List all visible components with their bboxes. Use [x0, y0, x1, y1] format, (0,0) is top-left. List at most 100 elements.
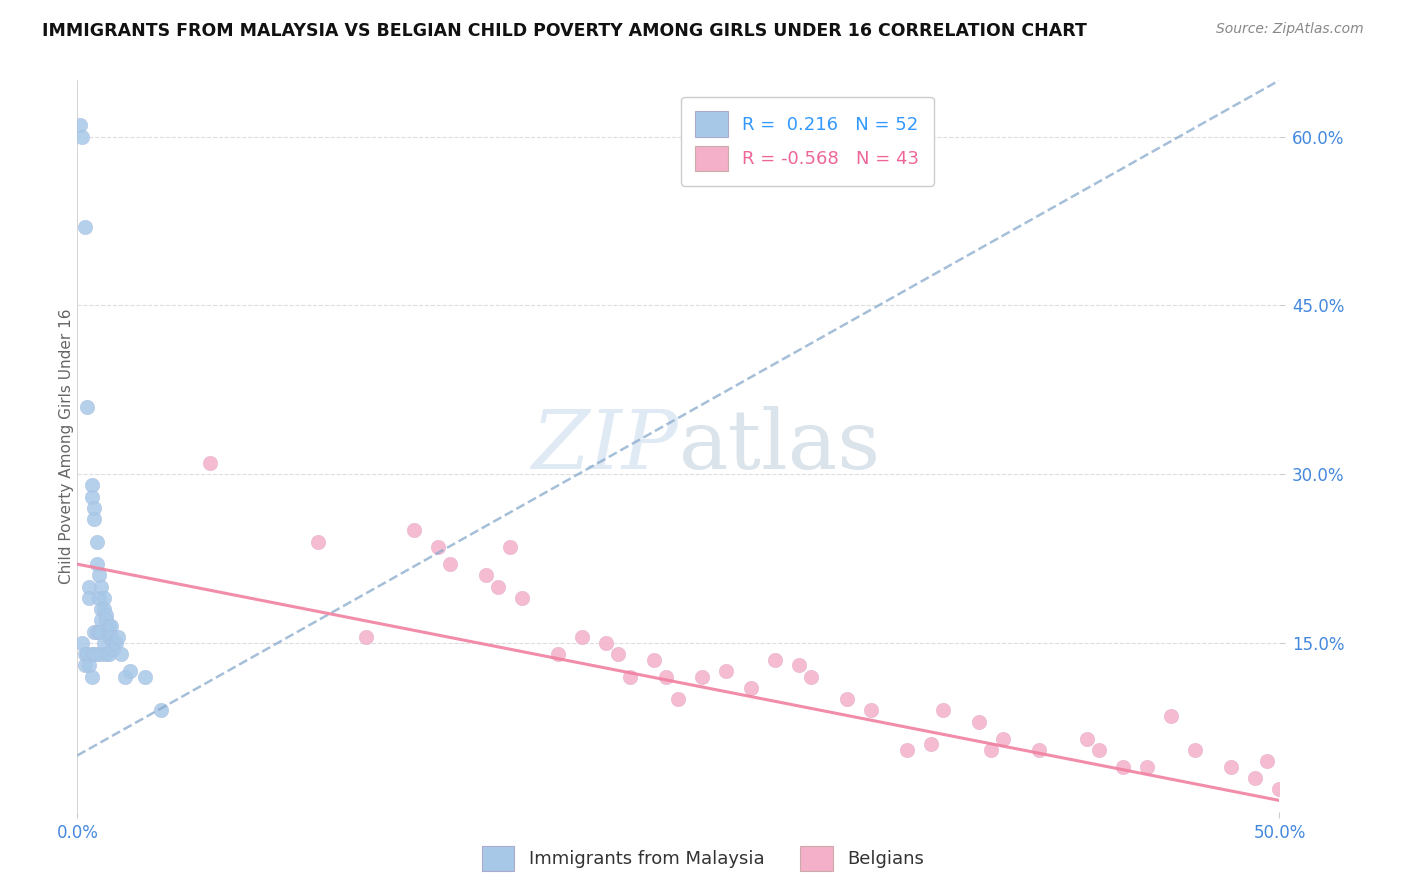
Point	[97, 619, 120, 633]
Point	[93, 602, 115, 616]
Point	[619, 670, 641, 684]
Point	[991, 731, 1014, 746]
Point	[69, 118, 91, 132]
Point	[90, 614, 112, 628]
Point	[120, 664, 142, 678]
Point	[859, 703, 882, 717]
Point	[79, 591, 101, 605]
Point	[90, 624, 112, 639]
Point	[97, 630, 120, 644]
Text: IMMIGRANTS FROM MALAYSIA VS BELGIAN CHILD POVERTY AMONG GIRLS UNDER 16 CORRELATI: IMMIGRANTS FROM MALAYSIA VS BELGIAN CHIL…	[42, 22, 1087, 40]
Point	[97, 647, 120, 661]
Point	[643, 653, 665, 667]
Point	[740, 681, 762, 695]
Point	[920, 737, 942, 751]
Legend: R =  0.216   N = 52, R = -0.568   N = 43: R = 0.216 N = 52, R = -0.568 N = 43	[681, 96, 934, 186]
Point	[96, 607, 118, 622]
Point	[896, 743, 918, 757]
Point	[103, 641, 125, 656]
Point	[1160, 709, 1182, 723]
Point	[90, 602, 112, 616]
Point	[79, 580, 101, 594]
Point	[80, 647, 103, 661]
Point	[150, 703, 173, 717]
Point	[1136, 760, 1159, 774]
Point	[100, 630, 122, 644]
Point	[787, 658, 810, 673]
Point	[134, 670, 156, 684]
Point	[402, 524, 425, 538]
Point	[980, 743, 1002, 757]
Point	[86, 534, 108, 549]
Point	[668, 692, 690, 706]
Point	[1184, 743, 1206, 757]
Point	[932, 703, 955, 717]
Point	[86, 624, 108, 639]
Text: Source: ZipAtlas.com: Source: ZipAtlas.com	[1216, 22, 1364, 37]
Y-axis label: Child Poverty Among Girls Under 16: Child Poverty Among Girls Under 16	[59, 309, 73, 583]
Point	[475, 568, 498, 582]
Point	[763, 653, 786, 667]
Point	[80, 670, 103, 684]
Point	[1028, 743, 1050, 757]
Point	[800, 670, 823, 684]
Point	[73, 219, 96, 234]
Point	[87, 624, 110, 639]
Point	[70, 129, 93, 144]
Point	[96, 614, 118, 628]
Point	[100, 619, 122, 633]
Point	[87, 568, 110, 582]
Point	[1244, 771, 1267, 785]
Point	[1076, 731, 1098, 746]
Point	[83, 624, 105, 639]
Point	[607, 647, 630, 661]
Point	[87, 591, 110, 605]
Point	[80, 490, 103, 504]
Point	[79, 658, 101, 673]
Point	[73, 658, 96, 673]
Point	[571, 630, 593, 644]
Point	[510, 591, 533, 605]
Point	[692, 670, 714, 684]
Point	[83, 512, 105, 526]
Point	[76, 400, 98, 414]
Point	[1268, 782, 1291, 797]
Point	[107, 630, 129, 644]
Point	[354, 630, 377, 644]
Point	[73, 647, 96, 661]
Point	[1256, 754, 1278, 768]
Point	[93, 591, 115, 605]
Point	[1220, 760, 1243, 774]
Point	[86, 557, 108, 571]
Legend: Immigrants from Malaysia, Belgians: Immigrants from Malaysia, Belgians	[475, 838, 931, 879]
Point	[835, 692, 858, 706]
Point	[439, 557, 461, 571]
Point	[76, 647, 98, 661]
Point	[83, 500, 105, 515]
Point	[86, 647, 108, 661]
Point	[486, 580, 509, 594]
Point	[198, 456, 221, 470]
Point	[547, 647, 569, 661]
Point	[716, 664, 738, 678]
Point	[93, 636, 115, 650]
Point	[83, 647, 105, 661]
Point	[427, 541, 450, 555]
Point	[104, 636, 127, 650]
Point	[114, 670, 136, 684]
Point	[90, 647, 112, 661]
Point	[80, 478, 103, 492]
Point	[307, 534, 329, 549]
Point	[967, 714, 990, 729]
Point	[655, 670, 678, 684]
Text: atlas: atlas	[679, 406, 880, 486]
Point	[110, 647, 132, 661]
Point	[1112, 760, 1135, 774]
Point	[1088, 743, 1111, 757]
Point	[90, 580, 112, 594]
Point	[97, 624, 120, 639]
Text: ZIP: ZIP	[531, 406, 679, 486]
Point	[103, 636, 125, 650]
Point	[70, 636, 93, 650]
Point	[595, 636, 617, 650]
